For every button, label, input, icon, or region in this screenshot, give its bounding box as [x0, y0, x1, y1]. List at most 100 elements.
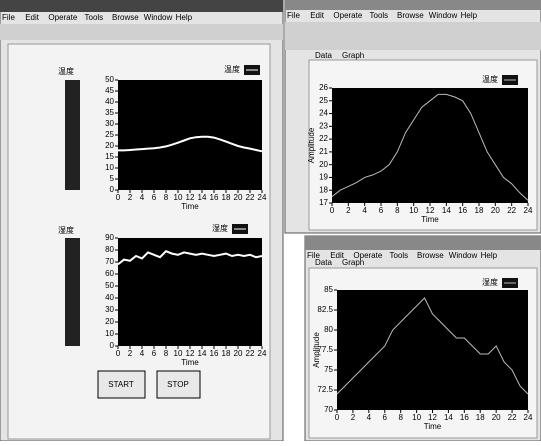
title-bar [0, 0, 283, 12]
x-tick-label: 6 [383, 413, 388, 422]
x-tick-label: 24 [258, 349, 267, 358]
y-tick-label: 60 [105, 269, 114, 278]
x-tick-label: 2 [128, 349, 133, 358]
x-tick-label: 14 [198, 349, 207, 358]
y-tick-label: 23 [319, 121, 328, 130]
y-tick-label: 35 [105, 108, 114, 117]
menu-item[interactable]: Window [429, 11, 458, 20]
y-tick-label: 70 [324, 405, 333, 414]
x-tick-label: 2 [346, 206, 351, 215]
x-tick-label: 20 [234, 349, 243, 358]
y-tick-label: 45 [105, 86, 114, 95]
menu-item[interactable]: Help [176, 13, 193, 22]
x-tick-label: 0 [335, 413, 340, 422]
menu-item[interactable]: Operate [353, 251, 382, 260]
menu-item[interactable]: Edit [330, 251, 345, 260]
plot-area [337, 290, 528, 410]
legend-label: 湿度 [482, 277, 498, 287]
x-tick-label: 0 [116, 349, 121, 358]
x-tick-label: 8 [395, 206, 400, 215]
y-tick-label: 26 [319, 83, 328, 92]
y-tick-label: 17 [319, 198, 328, 207]
x-tick-label: 10 [174, 193, 183, 202]
menu-item[interactable]: File [307, 251, 320, 260]
title-bar [285, 0, 541, 10]
x-tick-label: 4 [367, 413, 372, 422]
x-tick-label: 4 [140, 349, 145, 358]
screenshot: 温度 湿度 START STOP Data Graph Data Graph F… [0, 0, 541, 441]
y-tick-label: 21 [319, 147, 328, 156]
menu-item[interactable]: File [287, 11, 300, 20]
menu-item[interactable]: Window [144, 13, 173, 22]
x-tick-label: 10 [412, 413, 421, 422]
y-tick-label: 72.5 [317, 385, 333, 394]
menu-item[interactable]: Help [481, 251, 498, 260]
x-tick-label: 18 [476, 413, 485, 422]
x-tick-label: 16 [458, 206, 467, 215]
y-tick-label: 30 [105, 305, 114, 314]
tank-indicator [65, 80, 80, 190]
y-tick-label: 50 [105, 281, 114, 290]
y-tick-label: 10 [105, 329, 114, 338]
toolbar [285, 22, 541, 50]
x-tick-label: 20 [234, 193, 243, 202]
menu-item[interactable]: Help [461, 11, 478, 20]
x-tick-label: 4 [362, 206, 367, 215]
x-tick-label: 18 [222, 193, 231, 202]
x-tick-label: 22 [507, 206, 516, 215]
menu-item[interactable]: Window [449, 251, 478, 260]
y-tick-label: 20 [105, 141, 114, 150]
menu-item[interactable]: Operate [48, 13, 77, 22]
tab[interactable]: Data [315, 51, 332, 60]
menu-item[interactable]: Browse [417, 251, 444, 260]
x-axis-label: Time [181, 358, 199, 367]
menu-item[interactable]: Browse [112, 13, 139, 22]
x-tick-label: 12 [426, 206, 435, 215]
x-axis-label: Time [424, 422, 442, 431]
x-tick-label: 10 [174, 349, 183, 358]
x-tick-label: 12 [186, 349, 195, 358]
button-label[interactable]: STOP [167, 380, 189, 389]
x-tick-label: 18 [222, 349, 231, 358]
x-tick-label: 6 [152, 193, 157, 202]
button-label[interactable]: START [108, 380, 134, 389]
y-tick-label: 80 [324, 325, 333, 334]
menu-item[interactable]: Tools [390, 251, 409, 260]
x-tick-label: 14 [444, 413, 453, 422]
x-tick-label: 12 [186, 193, 195, 202]
toolbar [0, 24, 283, 40]
y-tick-label: 40 [105, 293, 114, 302]
y-tick-label: 19 [319, 173, 328, 182]
y-tick-label: 82.5 [317, 305, 333, 314]
x-tick-label: 0 [116, 193, 121, 202]
x-tick-label: 4 [140, 193, 145, 202]
x-tick-label: 12 [428, 413, 437, 422]
menu-item[interactable]: Tools [85, 13, 104, 22]
menu-item[interactable]: File [2, 13, 15, 22]
y-axis-label: Amplitude [312, 332, 321, 368]
menu-item[interactable]: Edit [310, 11, 325, 20]
x-tick-label: 8 [164, 193, 169, 202]
plot-area [332, 88, 528, 203]
x-tick-label: 16 [460, 413, 469, 422]
menu-item[interactable]: Browse [397, 11, 424, 20]
y-tick-label: 5 [110, 174, 115, 183]
x-tick-label: 20 [492, 413, 501, 422]
tab[interactable]: Graph [342, 51, 364, 60]
y-axis-label: Amplitude [307, 127, 316, 163]
menu-item[interactable]: Edit [25, 13, 40, 22]
y-tick-label: 25 [319, 96, 328, 105]
y-tick-label: 0 [110, 185, 115, 194]
title-bar [305, 236, 541, 250]
y-tick-label: 20 [105, 317, 114, 326]
x-tick-label: 22 [508, 413, 517, 422]
y-tick-label: 30 [105, 119, 114, 128]
tank-indicator [65, 238, 80, 346]
menu-item[interactable]: Operate [333, 11, 362, 20]
legend-label: 温度 [224, 64, 240, 74]
x-axis-label: Time [421, 215, 439, 224]
legend-label: 湿度 [212, 223, 228, 233]
y-tick-label: 90 [105, 233, 114, 242]
menu-item[interactable]: Tools [370, 11, 389, 20]
x-tick-label: 22 [246, 193, 255, 202]
